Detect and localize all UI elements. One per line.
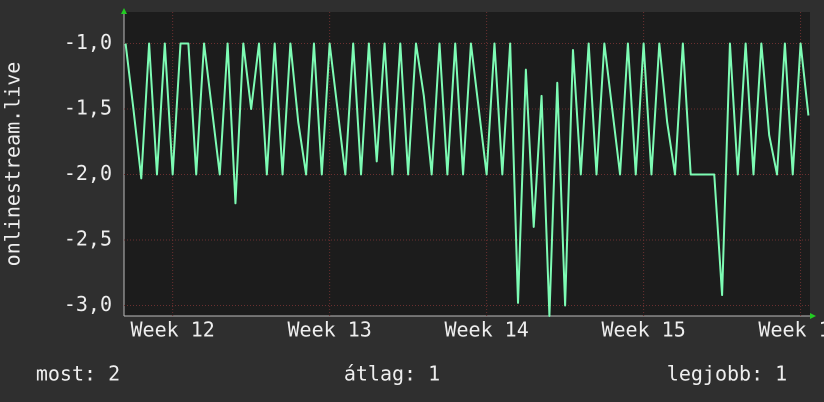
x-tick-label: Week 16 (758, 318, 824, 342)
x-tick-label: Week 14 (444, 318, 528, 342)
y-tick-label: -2,0 (64, 161, 112, 185)
y-tick-label: -2,5 (64, 227, 112, 251)
data-line (124, 42, 810, 317)
y-tick-label: -1,5 (64, 95, 112, 119)
x-tick-label: Week 15 (601, 318, 685, 342)
x-tick-label: Week 12 (131, 318, 215, 342)
footer-current: most: 2 (36, 362, 120, 386)
y-axis-label: onlinestream.live (1, 62, 25, 267)
x-axis-arrow (810, 313, 816, 319)
y-tick-label: -1,0 (64, 30, 112, 54)
x-tick-label: Week 13 (287, 318, 371, 342)
y-tick-label: -3,0 (64, 292, 112, 316)
footer-best: legjobb: 1 (667, 362, 787, 386)
y-axis-arrow (121, 8, 127, 14)
footer-average: átlag: 1 (344, 362, 440, 386)
